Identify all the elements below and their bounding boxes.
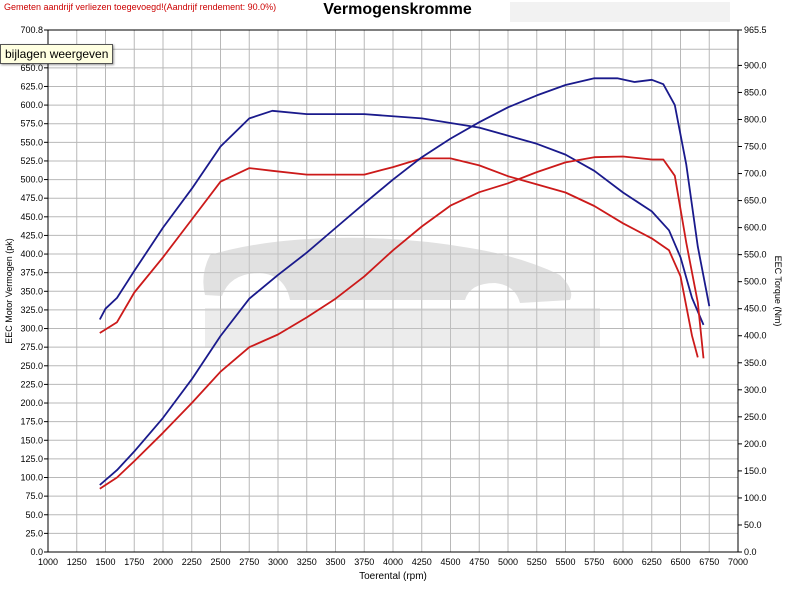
- y-left-tick-label: 700.8: [20, 25, 43, 35]
- y-left-tick-label: 550.0: [20, 137, 43, 147]
- series-line-1: [99, 157, 699, 358]
- y-left-tick-label: 350.0: [20, 286, 43, 296]
- x-tick-label: 5750: [584, 557, 604, 567]
- y-right-tick-label: 650.0: [744, 196, 767, 206]
- y-left-tick-label: 150.0: [20, 435, 43, 445]
- chart-axes: 1000 1250 1500 1750 2000 2250 2500 2750 3000 3250…: [4, 25, 783, 582]
- y-right-tick-label: 450.0: [744, 304, 767, 314]
- x-tick-label: 6500: [670, 557, 690, 567]
- plot-frame: [47, 29, 739, 553]
- y-right-tick-label: 100.0: [744, 493, 767, 503]
- x-tick-label: 3250: [297, 557, 317, 567]
- y-left-tick-label: 25.0: [25, 528, 43, 538]
- series-line-0: [99, 109, 705, 326]
- y-right-tick-label: 965.5: [744, 25, 767, 35]
- y-left-tick-label: 525.0: [20, 156, 43, 166]
- y-left-tick-label: 300.0: [20, 324, 43, 334]
- x-tick-label: 4500: [440, 557, 460, 567]
- y-right-tick-label: 400.0: [744, 331, 767, 341]
- x-tick-label: 6750: [699, 557, 719, 567]
- chart-title: Vermogenskromme: [323, 1, 472, 18]
- y-left-tick-label: 100.0: [20, 473, 43, 483]
- y-left-tick-label: 625.0: [20, 81, 43, 91]
- x-tick-label: 5500: [555, 557, 575, 567]
- y-left-tick-label: 125.0: [20, 454, 43, 464]
- y-right-tick-label: 150.0: [744, 466, 767, 476]
- x-tick-label: 3000: [268, 557, 288, 567]
- y-right-tick-label: 350.0: [744, 358, 767, 368]
- y-left-axis-label: EEC Motor Vermogen (pk): [4, 238, 14, 344]
- y-right-tick-label: 700.0: [744, 169, 767, 179]
- x-tick-label: 1750: [124, 557, 144, 567]
- y-left-tick-label: 425.0: [20, 230, 43, 240]
- y-right-tick-label: 0.0: [744, 547, 757, 557]
- x-tick-label: 2000: [153, 557, 173, 567]
- x-tick-label: 1500: [95, 557, 115, 567]
- y-right-tick-label: 800.0: [744, 114, 767, 124]
- series-line-3: [99, 155, 705, 490]
- x-tick-label: 4250: [412, 557, 432, 567]
- y-right-tick-label: 900.0: [744, 60, 767, 70]
- title-background: [510, 2, 730, 22]
- x-tick-label: 1000: [38, 557, 58, 567]
- x-axis-label: Toerental (rpm): [359, 571, 427, 582]
- y-left-tick-label: 0.0: [30, 547, 43, 557]
- x-tick-label: 2750: [239, 557, 259, 567]
- series-line-2: [99, 77, 711, 486]
- y-right-tick-label: 200.0: [744, 439, 767, 449]
- y-left-tick-label: 325.0: [20, 305, 43, 315]
- y-left-tick-label: 400.0: [20, 249, 43, 259]
- x-tick-label: 6000: [613, 557, 633, 567]
- y-right-tick-label: 250.0: [744, 412, 767, 422]
- y-right-tick-label: 600.0: [744, 223, 767, 233]
- x-tick-label: 2500: [210, 557, 230, 567]
- y-left-tick-label: 650.0: [20, 63, 43, 73]
- y-left-tick-label: 475.0: [20, 193, 43, 203]
- y-left-tick-label: 175.0: [20, 417, 43, 427]
- x-tick-label: 1250: [67, 557, 87, 567]
- y-left-tick-label: 375.0: [20, 268, 43, 278]
- x-tick-label: 2250: [182, 557, 202, 567]
- y-left-tick-label: 200.0: [20, 398, 43, 408]
- y-left-tick-label: 450.0: [20, 212, 43, 222]
- y-right-tick-label: 550.0: [744, 250, 767, 260]
- y-left-tick-label: 225.0: [20, 379, 43, 389]
- x-tick-label: 7000: [728, 557, 748, 567]
- y-left-tick-label: 50.0: [25, 510, 43, 520]
- x-tick-label: 6250: [642, 557, 662, 567]
- y-left-tick-label: 275.0: [20, 342, 43, 352]
- y-right-tick-label: 750.0: [744, 142, 767, 152]
- y-left-tick-label: 500.0: [20, 175, 43, 185]
- attachments-tooltip: bijlagen weergeven: [0, 44, 114, 64]
- car-silhouette: [203, 237, 572, 303]
- y-right-tick-label: 500.0: [744, 277, 767, 287]
- watermark-band: [205, 308, 600, 348]
- x-tick-label: 5250: [527, 557, 547, 567]
- y-left-tick-label: 600.0: [20, 100, 43, 110]
- chart-series: [99, 77, 711, 490]
- car-watermark: [203, 237, 600, 348]
- y-left-tick-label: 75.0: [25, 491, 43, 501]
- x-tick-label: 3750: [354, 557, 374, 567]
- y-right-axis-label: EEC Torque (Nm): [773, 256, 783, 327]
- y-right-tick-label: 850.0: [744, 87, 767, 97]
- y-left-tick-label: 250.0: [20, 361, 43, 371]
- x-tick-label: 4750: [469, 557, 489, 567]
- y-left-tick-label: 575.0: [20, 119, 43, 129]
- x-tick-label: 4000: [383, 557, 403, 567]
- x-tick-label: 3500: [325, 557, 345, 567]
- y-right-tick-label: 50.0: [744, 520, 762, 530]
- drive-loss-note: Gemeten aandrijf verliezen toegevoegd!(A…: [4, 2, 277, 12]
- y-right-tick-label: 300.0: [744, 385, 767, 395]
- chart-grid: [47, 29, 739, 553]
- x-tick-label: 5000: [498, 557, 518, 567]
